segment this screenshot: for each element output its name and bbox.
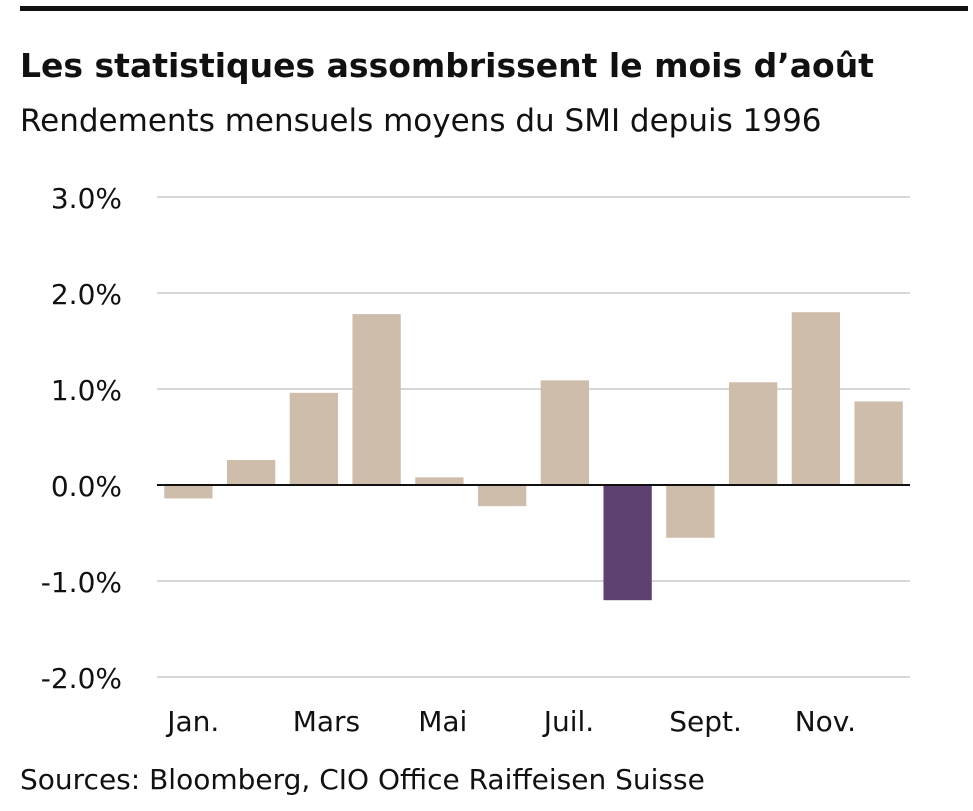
x-tick-label: Juil. xyxy=(542,705,594,738)
bar-mai xyxy=(415,477,464,485)
bar-chart: 3.0% 2.0% 1.0% 0.0% -1.0% -2.0% Jan. Mars Mai Ju… xyxy=(41,182,910,738)
x-tick-label: Mai xyxy=(418,705,467,738)
chart-subtitle: Rendements mensuels moyens du SMI depuis… xyxy=(20,103,822,139)
bar-mars xyxy=(289,392,339,485)
bar-oct xyxy=(728,382,778,485)
source-note: Sources: Bloomberg, CIO Office Raiffeise… xyxy=(20,763,705,796)
bar-fvr xyxy=(226,460,276,485)
bar-nov xyxy=(791,312,841,485)
x-tick-labels: Jan. Mars Mai Juil. Sept. Nov. xyxy=(165,705,856,738)
y-tick-labels: 3.0% 2.0% 1.0% 0.0% -1.0% -2.0% xyxy=(41,182,122,695)
x-tick-label: Mars xyxy=(293,705,360,738)
chart-title: Les statistiques assombrissent le mois d… xyxy=(20,46,874,85)
top-rule xyxy=(20,6,968,11)
bar-sept xyxy=(666,485,715,538)
grid-lines xyxy=(157,196,910,678)
y-tick-label: 2.0% xyxy=(51,278,122,311)
bar-dc xyxy=(854,401,903,485)
bar-juin xyxy=(477,485,527,507)
y-tick-label: 0.0% xyxy=(51,470,122,503)
bars xyxy=(164,312,903,601)
y-tick-label: -1.0% xyxy=(41,566,122,599)
bar-avr xyxy=(352,314,401,485)
y-tick-label: 3.0% xyxy=(51,182,122,215)
x-tick-label: Sept. xyxy=(669,705,742,738)
x-tick-label: Jan. xyxy=(165,705,219,738)
x-tick-label: Nov. xyxy=(795,705,856,738)
bar-jan xyxy=(164,485,213,499)
y-tick-label: -2.0% xyxy=(41,662,122,695)
bar-aot xyxy=(603,485,652,601)
bar-juil xyxy=(540,380,590,485)
y-tick-label: 1.0% xyxy=(51,374,122,407)
